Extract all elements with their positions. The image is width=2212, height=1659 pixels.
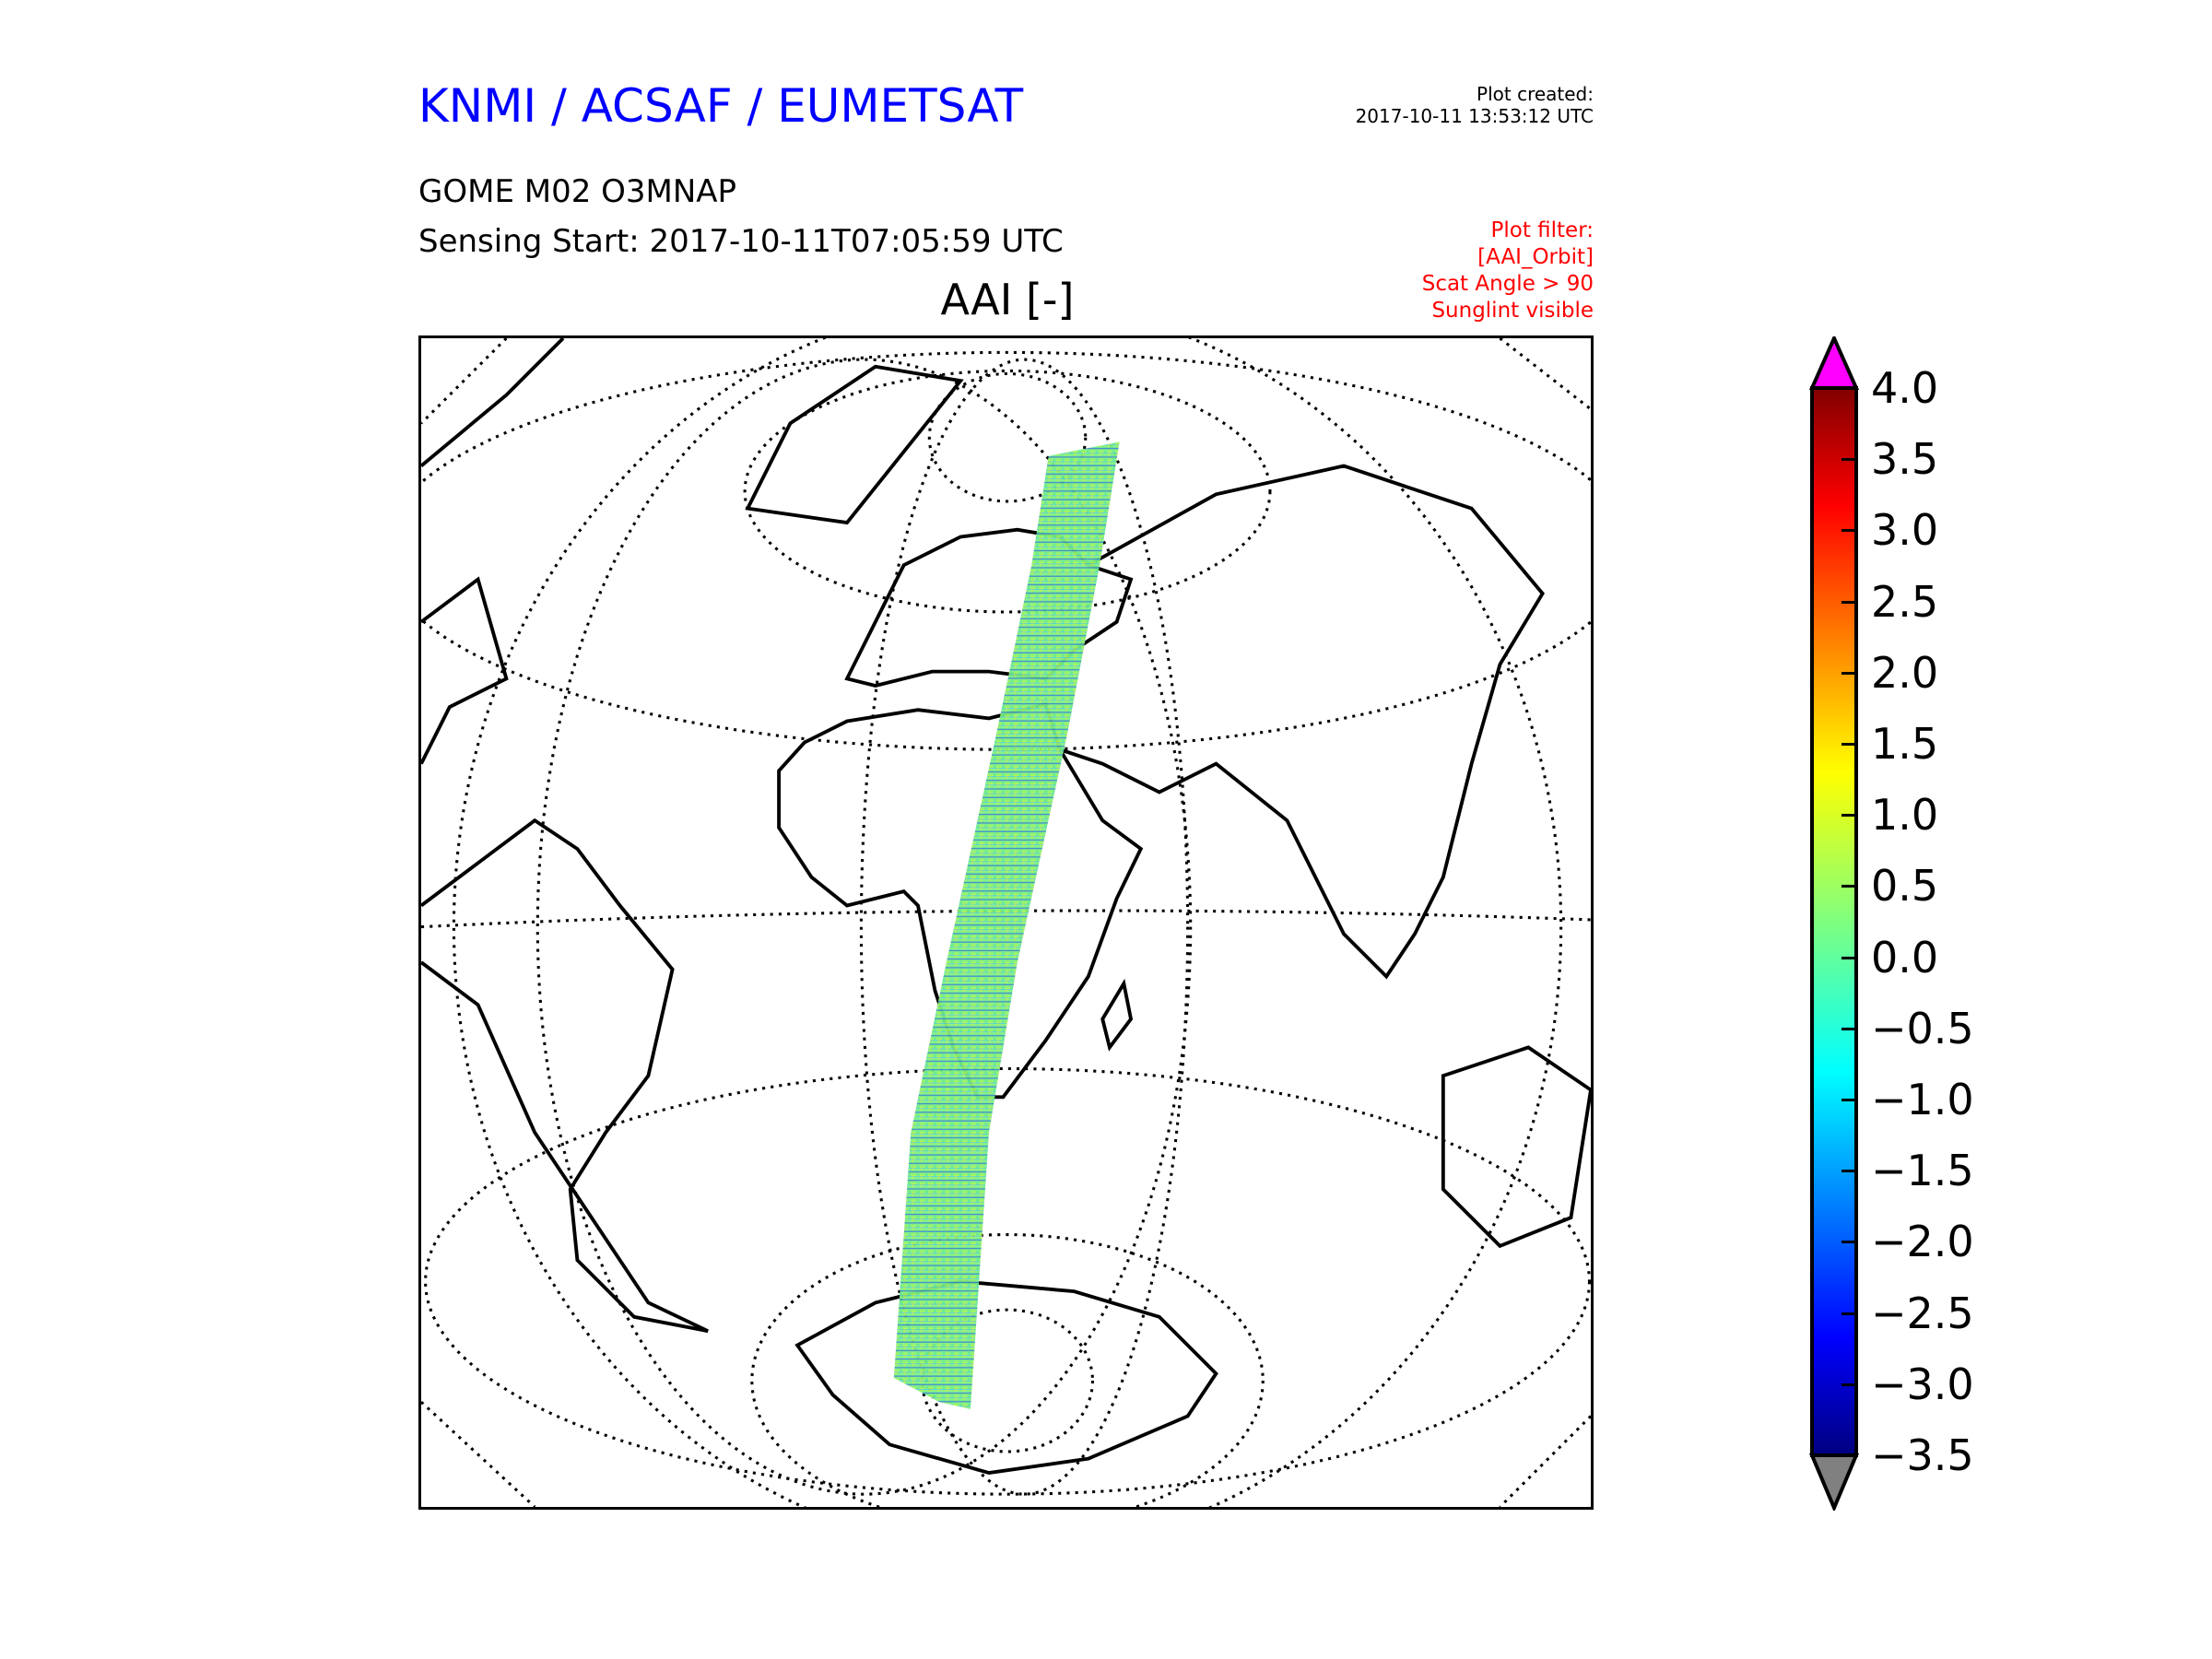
meridian bbox=[859, 358, 1190, 1496]
colorbar-tick-label: 1.0 bbox=[1871, 790, 1939, 841]
filter-line: Plot filter: bbox=[1490, 218, 1594, 242]
sensing-start: Sensing Start: 2017-10-11T07:05:59 UTC bbox=[418, 223, 1064, 260]
colorbar-under-triangle bbox=[1808, 1453, 1860, 1511]
parallel-30s bbox=[424, 1066, 1591, 1496]
aai-swath bbox=[893, 441, 1120, 1409]
meridian bbox=[535, 358, 1193, 1496]
colorbar-tick-label: −3.5 bbox=[1871, 1430, 1974, 1480]
map-panel bbox=[418, 335, 1594, 1510]
colorbar-tick bbox=[1841, 671, 1856, 675]
parallel-60s bbox=[750, 1233, 1265, 1507]
coast-madagascar bbox=[1100, 978, 1134, 1052]
parallel-80s bbox=[921, 1308, 1094, 1453]
colorbar-tick bbox=[1841, 956, 1856, 959]
coast-europe bbox=[844, 527, 1134, 688]
colorbar-tick bbox=[1841, 814, 1856, 818]
plot-created: Plot created: 2017-10-11 13:53:12 UTC bbox=[1356, 83, 1594, 127]
colorbar-tick bbox=[1841, 458, 1856, 462]
colorbar-tick-label: 1.5 bbox=[1871, 719, 1939, 769]
plot-filter: Plot filter: [AAI_Orbit] Scat Angle > 90… bbox=[1422, 218, 1594, 324]
colorbar-tick-label: −0.5 bbox=[1871, 1003, 1974, 1053]
colorbar-tick bbox=[1841, 1312, 1856, 1315]
coastlines bbox=[421, 338, 1591, 1476]
colorbar-tick-label: 3.0 bbox=[1871, 505, 1939, 556]
colorbar-tick bbox=[1841, 387, 1856, 390]
colorbar-over-triangle bbox=[1808, 336, 1860, 390]
product-name: GOME M02 O3MNAP bbox=[418, 173, 737, 210]
filter-line: [AAI_Orbit] bbox=[1477, 245, 1594, 269]
colorbar-tick bbox=[1841, 743, 1856, 746]
colorbar-tick-label: 2.0 bbox=[1871, 647, 1939, 698]
organization-title: KNMI / ACSAF / EUMETSAT bbox=[418, 79, 1024, 133]
equator bbox=[421, 909, 1591, 929]
filter-line: Scat Angle > 90 bbox=[1421, 272, 1594, 296]
parallel-80n bbox=[927, 371, 1088, 503]
coast-north-america bbox=[421, 338, 565, 765]
colorbar-tick bbox=[1841, 1382, 1856, 1386]
plot-title: AAI [-] bbox=[940, 275, 1075, 324]
colorbar-tick bbox=[1841, 1027, 1856, 1030]
filter-line: Sunglint visible bbox=[1431, 299, 1594, 323]
colorbar-tick-label: −1.5 bbox=[1871, 1146, 1974, 1196]
colorbar-tick bbox=[1841, 529, 1856, 533]
colorbar-tick-label: 0.0 bbox=[1871, 932, 1939, 982]
colorbar-tick bbox=[1841, 1099, 1856, 1101]
colorbar-tick bbox=[1841, 600, 1856, 604]
colorbar-tick-label: −2.5 bbox=[1871, 1288, 1974, 1338]
plot-created-label: Plot created: bbox=[1477, 83, 1594, 105]
colorbar-tick bbox=[1841, 1241, 1856, 1244]
colorbar-tick bbox=[1841, 1454, 1856, 1457]
meridian bbox=[453, 338, 1563, 1507]
coast-africa bbox=[777, 701, 1144, 1100]
colorbar-tick-label: 3.5 bbox=[1871, 434, 1939, 485]
colorbar-tick bbox=[1841, 1170, 1856, 1173]
colorbar-tick-label: −2.0 bbox=[1871, 1217, 1974, 1267]
plot-created-time: 2017-10-11 13:53:12 UTC bbox=[1355, 105, 1594, 127]
coast-south-america bbox=[421, 818, 709, 1334]
coast-asia bbox=[1059, 464, 1545, 980]
colorbar-tick-label: −3.0 bbox=[1871, 1359, 1974, 1409]
colorbar-gradient bbox=[1810, 386, 1858, 1457]
coast-greenland bbox=[745, 364, 964, 525]
coast-australia bbox=[1441, 1045, 1591, 1249]
parallel-60n bbox=[743, 369, 1272, 614]
colorbar-tick bbox=[1841, 885, 1856, 888]
map-svg bbox=[421, 338, 1591, 1507]
colorbar-tick-label: −1.0 bbox=[1871, 1075, 1974, 1124]
colorbar-tick-label: 0.5 bbox=[1871, 861, 1939, 912]
colorbar-tick-label: 4.0 bbox=[1871, 363, 1939, 413]
colorbar-tick-label: 2.5 bbox=[1871, 576, 1939, 627]
colorbar bbox=[1808, 336, 1860, 1511]
